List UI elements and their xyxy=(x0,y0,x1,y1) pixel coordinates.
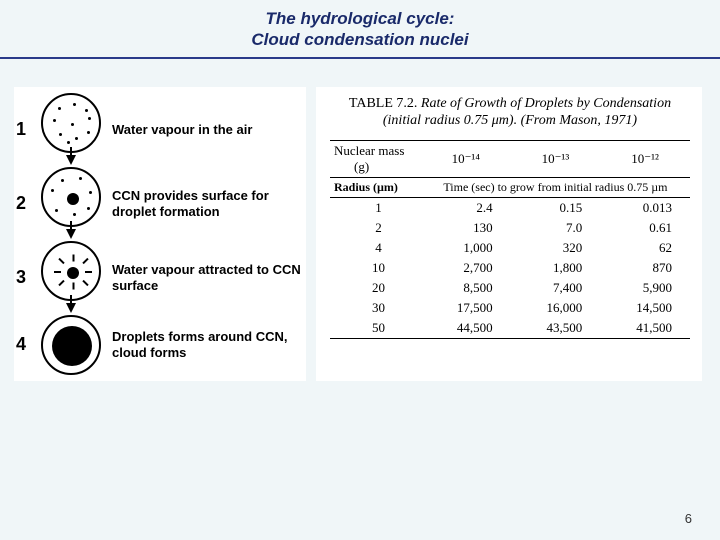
table-body: 12.40.150.01321307.00.6141,00032062102,7… xyxy=(330,197,690,338)
stage-2: 2 CCN provides surface for droplet forma… xyxy=(16,167,304,241)
radius-cell: 50 xyxy=(330,318,421,339)
table-row: 5044,50043,50041,500 xyxy=(330,318,690,339)
value-cell: 5,900 xyxy=(600,278,690,298)
radius-cell: 10 xyxy=(330,258,421,278)
mass-col-header: 10⁻¹⁴ xyxy=(421,140,511,177)
stage-circle-wrap xyxy=(36,93,106,167)
stage-label: CCN provides surface for droplet formati… xyxy=(112,188,304,219)
stage-circle-wrap xyxy=(36,315,106,375)
slide-title: The hydrological cycle: Cloud condensati… xyxy=(0,8,720,51)
circle-attracted-icon xyxy=(41,241,101,301)
value-cell: 870 xyxy=(600,258,690,278)
radius-cell: 2 xyxy=(330,218,421,238)
arrow-down-icon xyxy=(66,303,76,313)
content-area: 1 Water vapour in the air xyxy=(0,59,720,391)
stage-num: 4 xyxy=(16,334,30,355)
value-cell: 43,500 xyxy=(511,318,601,339)
growth-table-panel: TABLE 7.2. Rate of Growth of Droplets by… xyxy=(316,87,702,381)
radius-header: Radius (µm) xyxy=(330,177,421,197)
value-cell: 41,500 xyxy=(600,318,690,339)
arrow-down-icon xyxy=(66,155,76,165)
value-cell: 320 xyxy=(511,238,601,258)
value-cell: 62 xyxy=(600,238,690,258)
table-title-rest: Rate of Growth of Droplets by Condensati… xyxy=(383,96,671,129)
stage-num: 1 xyxy=(16,119,30,140)
value-cell: 0.013 xyxy=(600,197,690,218)
value-cell: 2.4 xyxy=(421,197,511,218)
circle-vapour-icon xyxy=(41,93,101,153)
table-row: 21307.00.61 xyxy=(330,218,690,238)
value-cell: 7.0 xyxy=(511,218,601,238)
value-cell: 2,700 xyxy=(421,258,511,278)
stage-label: Water vapour attracted to CCN surface xyxy=(112,262,304,293)
stage-num: 2 xyxy=(16,193,30,214)
table-row: 3017,50016,00014,500 xyxy=(330,298,690,318)
stage-circle-wrap xyxy=(36,241,106,315)
circle-droplet-icon xyxy=(41,315,101,375)
value-cell: 130 xyxy=(421,218,511,238)
stages-diagram: 1 Water vapour in the air xyxy=(14,87,306,381)
mass-col-header: 10⁻¹² xyxy=(600,140,690,177)
growth-table: Nuclear mass (g) 10⁻¹⁴ 10⁻¹³ 10⁻¹² Radiu… xyxy=(330,140,690,339)
radius-cell: 30 xyxy=(330,298,421,318)
table-row: 12.40.150.013 xyxy=(330,197,690,218)
stage-label: Water vapour in the air xyxy=(112,122,304,138)
table-header-row-radius: Radius (µm) Time (sec) to grow from init… xyxy=(330,177,690,197)
value-cell: 7,400 xyxy=(511,278,601,298)
value-cell: 17,500 xyxy=(421,298,511,318)
title-line2: Cloud condensation nuclei xyxy=(251,30,468,49)
radius-cell: 20 xyxy=(330,278,421,298)
title-line1: The hydrological cycle: xyxy=(266,9,455,28)
radius-cell: 4 xyxy=(330,238,421,258)
time-header: Time (sec) to grow from initial radius 0… xyxy=(421,177,690,197)
table-title: TABLE 7.2. Rate of Growth of Droplets by… xyxy=(330,95,690,130)
radius-cell: 1 xyxy=(330,197,421,218)
stage-num: 3 xyxy=(16,267,30,288)
stage-4: 4 Droplets forms around CCN, cloud forms xyxy=(16,315,304,375)
value-cell: 0.61 xyxy=(600,218,690,238)
nuclear-mass-header: Nuclear mass (g) xyxy=(330,140,421,177)
slide-header: The hydrological cycle: Cloud condensati… xyxy=(0,0,720,59)
stage-label: Droplets forms around CCN, cloud forms xyxy=(112,329,304,360)
stage-3: 3 Water vapour attracted to CCN surface xyxy=(16,241,304,315)
table-row: 41,00032062 xyxy=(330,238,690,258)
circle-ccn-icon xyxy=(41,167,101,227)
arrow-down-icon xyxy=(66,229,76,239)
value-cell: 44,500 xyxy=(421,318,511,339)
stage-circle-wrap xyxy=(36,167,106,241)
value-cell: 14,500 xyxy=(600,298,690,318)
value-cell: 8,500 xyxy=(421,278,511,298)
value-cell: 0.15 xyxy=(511,197,601,218)
page-number: 6 xyxy=(685,511,692,526)
mass-col-header: 10⁻¹³ xyxy=(511,140,601,177)
table-row: 208,5007,4005,900 xyxy=(330,278,690,298)
stage-1: 1 Water vapour in the air xyxy=(16,93,304,167)
table-title-prefix: TABLE 7.2. xyxy=(349,96,417,111)
table-header-row-mass: Nuclear mass (g) 10⁻¹⁴ 10⁻¹³ 10⁻¹² xyxy=(330,140,690,177)
value-cell: 1,800 xyxy=(511,258,601,278)
value-cell: 16,000 xyxy=(511,298,601,318)
value-cell: 1,000 xyxy=(421,238,511,258)
table-row: 102,7001,800870 xyxy=(330,258,690,278)
